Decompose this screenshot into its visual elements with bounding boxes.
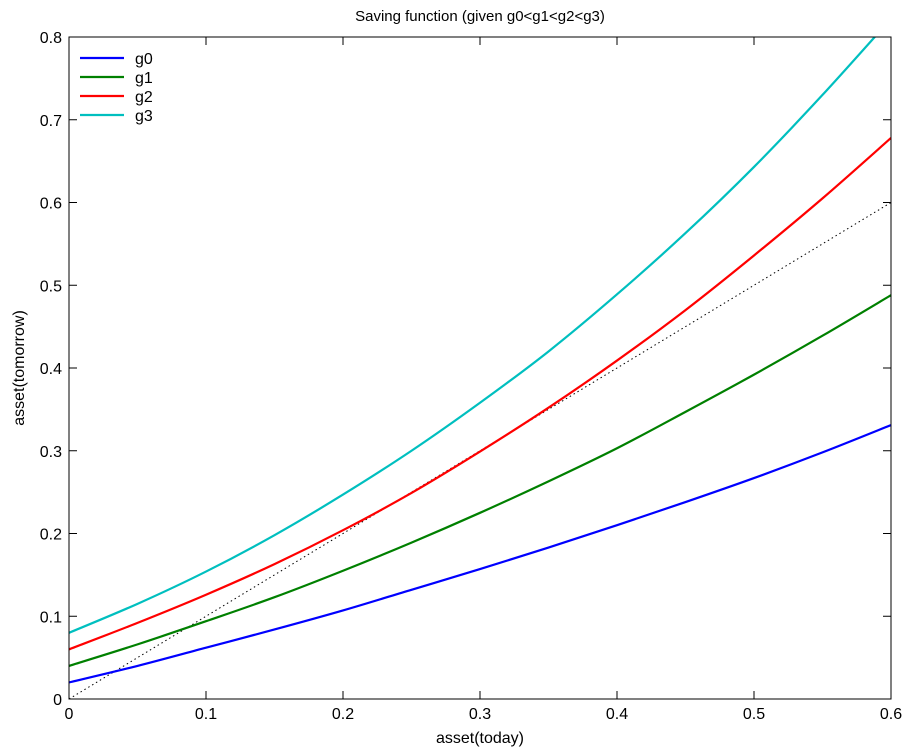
y-tick-label: 0.3 — [40, 444, 62, 461]
y-tick-label: 0.8 — [40, 30, 62, 47]
x-tick-label: 0.5 — [743, 706, 765, 723]
x-tick-label: 0.3 — [469, 706, 491, 723]
series-line-g0 — [69, 424, 891, 684]
legend-label-g1: g1 — [135, 70, 153, 87]
y-tick-label: 0.7 — [40, 113, 62, 130]
legend-label-g0: g0 — [135, 51, 153, 68]
legend-label-g2: g2 — [135, 89, 153, 106]
x-tick-label: 0.2 — [332, 706, 354, 723]
y-axis-label: asset(tomorrow) — [11, 310, 28, 426]
chart-title: Saving function (given g0<g1<g2<g3) — [355, 8, 605, 25]
y-tick-label: 0.4 — [40, 361, 62, 378]
legend-label-g3: g3 — [135, 108, 153, 125]
y-tick-label: 0.2 — [40, 527, 62, 544]
legend: g0 g1 g2 g3 — [80, 51, 153, 125]
x-tick-label: 0.4 — [606, 706, 628, 723]
y-tick-label: 0.1 — [40, 609, 62, 626]
y-tick-label: 0 — [53, 692, 62, 709]
x-axis-label: asset(today) — [436, 730, 524, 747]
series-line-g1 — [69, 294, 891, 667]
x-tick-label: 0.1 — [195, 706, 217, 723]
y-tick-label: 0.5 — [40, 278, 62, 295]
x-tick-label: 0 — [65, 706, 74, 723]
series-line-g2 — [69, 137, 891, 651]
series-line-g3 — [69, 37, 877, 634]
x-tick-label: 0.6 — [880, 706, 902, 723]
y-tick-label: 0.6 — [40, 196, 62, 213]
